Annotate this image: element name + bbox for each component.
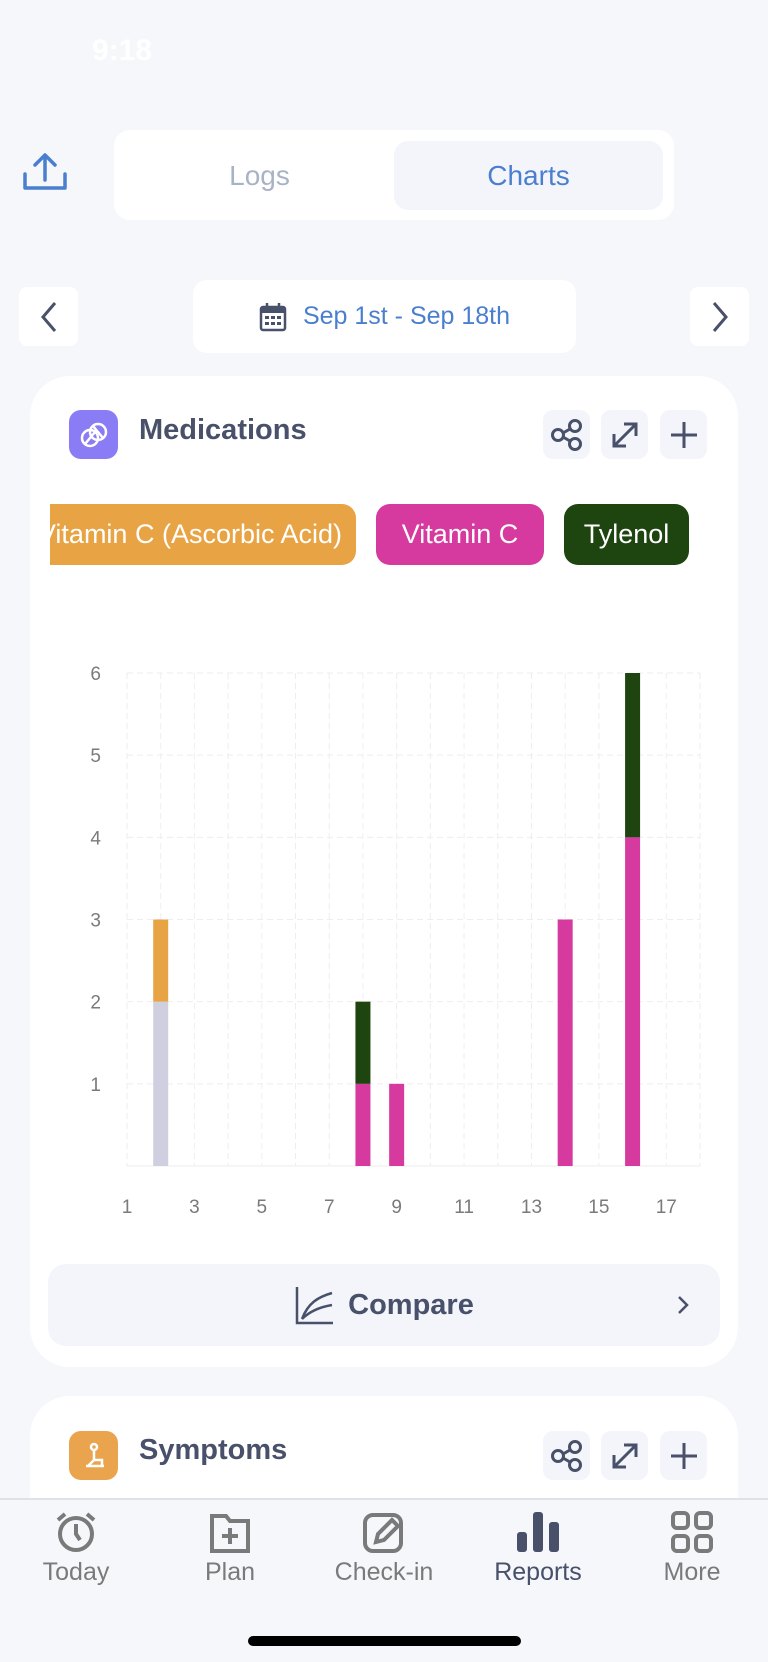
expand-icon <box>612 422 637 447</box>
chevron-right-icon <box>712 301 728 332</box>
pill-icon <box>69 410 118 459</box>
x-tick-label: 15 <box>588 1197 609 1218</box>
calendar-icon <box>259 302 287 331</box>
tab-check-in[interactable]: Check-in <box>324 1510 444 1587</box>
nodes-icon <box>550 1439 582 1472</box>
symptoms-share-button[interactable] <box>543 1431 590 1480</box>
tab-label: Plan <box>204 1558 256 1586</box>
symptoms-title: Symptoms <box>139 1434 288 1466</box>
tab-label: Today <box>42 1558 110 1586</box>
bar-segment <box>625 673 641 838</box>
symptoms-add-button[interactable] <box>660 1431 707 1480</box>
medications-share-button[interactable] <box>543 410 590 459</box>
x-tick-label: 11 <box>454 1197 474 1218</box>
tab-plan[interactable]: Plan <box>170 1510 290 1587</box>
expand-icon <box>612 1443 637 1468</box>
y-tick-label: 2 <box>90 993 101 1014</box>
edit-icon <box>363 1513 403 1553</box>
tab-label: More <box>663 1558 721 1586</box>
date-range-picker[interactable]: Sep 1st - Sep 18th <box>193 280 576 353</box>
y-tick-label: 1 <box>90 1075 101 1096</box>
nodes-icon <box>550 418 582 451</box>
chip-tylenol[interactable]: Tylenol <box>564 504 689 565</box>
share-icon <box>23 153 67 190</box>
alarm-clock-icon <box>56 1512 96 1552</box>
folder-plus-icon <box>210 1514 250 1553</box>
x-tick-label: 7 <box>324 1197 335 1218</box>
x-tick-label: 9 <box>391 1197 402 1218</box>
tab-logs[interactable]: Logs <box>229 159 290 191</box>
home-indicator <box>248 1636 521 1646</box>
bar-segment <box>153 919 169 1002</box>
grid-icon <box>671 1511 713 1553</box>
x-tick-label: 17 <box>656 1197 677 1218</box>
next-range-button[interactable] <box>690 287 749 346</box>
x-tick-label: 1 <box>122 1197 133 1218</box>
bar-chart-icon <box>517 1512 559 1552</box>
symptoms-expand-button[interactable] <box>601 1431 648 1480</box>
bar-segment <box>355 1001 371 1084</box>
symptom-icon <box>69 1431 118 1480</box>
x-tick-label: 13 <box>521 1197 542 1218</box>
chip-vitamin-c[interactable]: Vitamin C <box>376 504 544 565</box>
date-range-label: Sep 1st - Sep 18th <box>302 302 511 330</box>
prev-range-button[interactable] <box>19 287 78 346</box>
bar-segment <box>389 1083 405 1166</box>
bar-segment <box>625 837 641 1166</box>
chevron-right-icon <box>678 1296 689 1314</box>
x-tick-label: 5 <box>257 1197 268 1218</box>
medications-title: Medications <box>139 414 307 446</box>
bar-segment <box>557 919 573 1166</box>
y-tick-label: 3 <box>90 911 101 932</box>
y-tick-label: 5 <box>90 746 101 767</box>
tab-reports[interactable]: Reports <box>478 1510 598 1587</box>
tab-label: Check-in <box>334 1558 434 1586</box>
tab-today[interactable]: Today <box>16 1510 136 1587</box>
share-button[interactable] <box>22 152 68 199</box>
medications-expand-button[interactable] <box>601 410 648 459</box>
compare-button[interactable]: Compare <box>48 1264 720 1346</box>
x-tick-label: 3 <box>189 1197 200 1218</box>
plus-icon <box>670 1442 697 1469</box>
view-toggle: Logs Charts <box>114 130 674 220</box>
tab-bar: Today Plan Check-in Reports More <box>0 1498 768 1662</box>
line-chart-icon <box>295 1287 334 1325</box>
status-time: 9:18 <box>92 34 153 67</box>
chip-vitamin-c-ascorbic[interactable]: Vitamin C (Ascorbic Acid) <box>50 504 356 565</box>
compare-label: Compare <box>348 1288 474 1321</box>
bar-segment <box>153 1001 169 1166</box>
medications-add-button[interactable] <box>660 410 707 459</box>
y-tick-label: 4 <box>90 828 101 849</box>
y-tick-label: 6 <box>90 664 101 685</box>
tab-charts[interactable]: Charts <box>394 141 663 210</box>
plus-icon <box>670 421 697 448</box>
tab-more[interactable]: More <box>632 1510 752 1587</box>
chevron-left-icon <box>40 301 56 332</box>
bar-segment <box>355 1083 371 1166</box>
tab-label: Reports <box>494 1558 582 1586</box>
